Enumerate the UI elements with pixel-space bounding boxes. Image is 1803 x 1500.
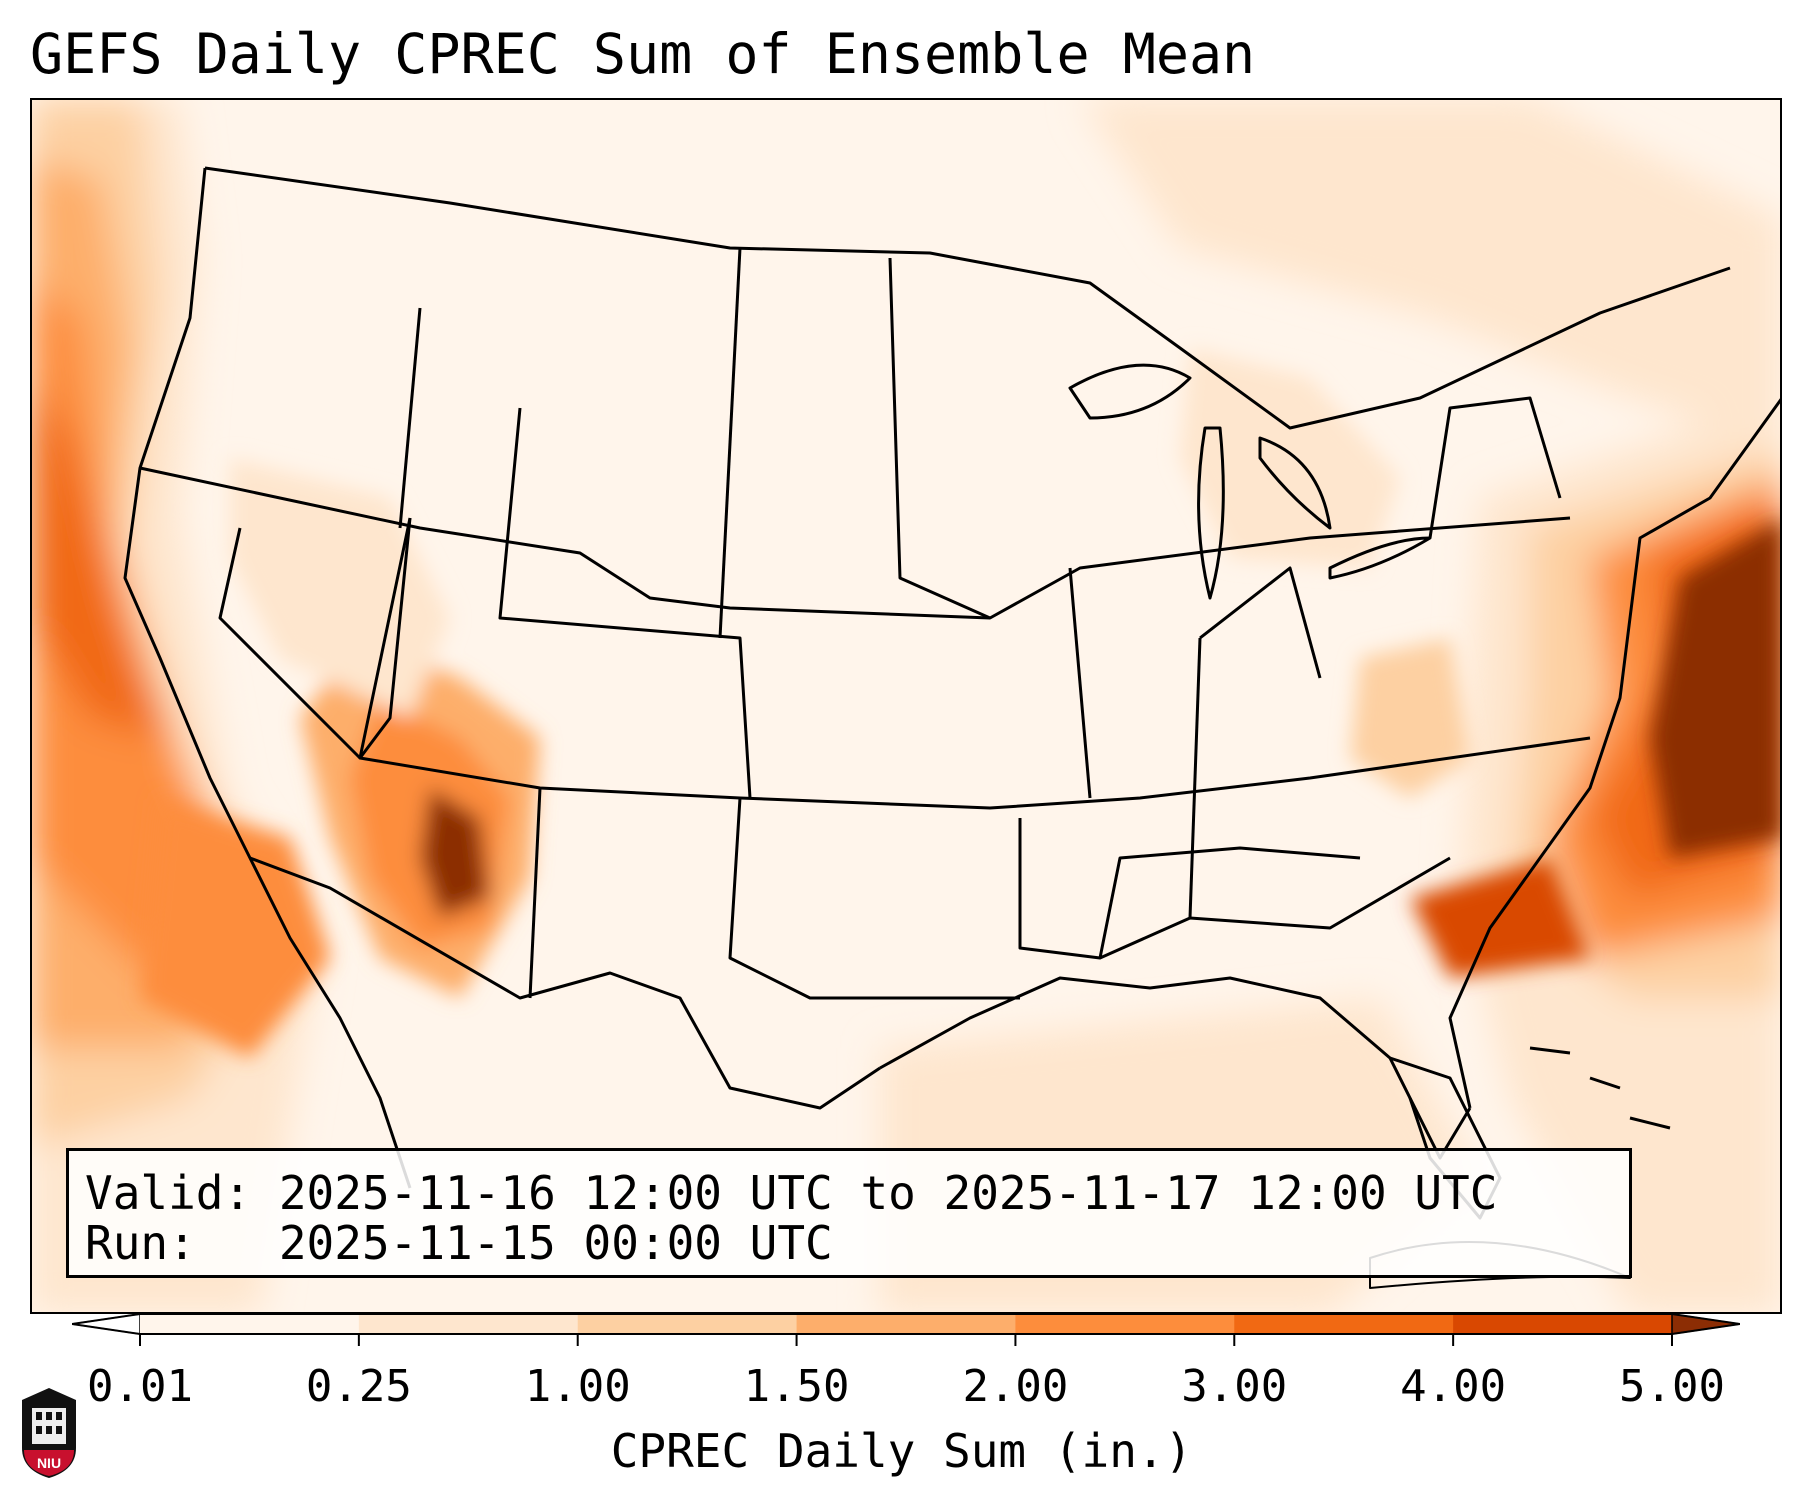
valid-time-text: Valid: 2025-11-16 12:00 UTC to 2025-11-1… <box>85 1166 1498 1220</box>
niu-logo-text: NIU <box>37 1455 61 1471</box>
colorbar-segment <box>577 1314 798 1334</box>
colorbar-segment <box>1234 1314 1454 1334</box>
colorbar-segment <box>1453 1314 1673 1334</box>
colorbar-extend-high <box>1671 1313 1741 1335</box>
colorbar-tick-label: 0.01 <box>87 1361 193 1412</box>
colorbar-tick-label: 1.00 <box>524 1361 631 1412</box>
colorbar-tick-label: 5.00 <box>1619 1361 1725 1412</box>
colorbar-tick-label: 3.00 <box>1181 1361 1288 1412</box>
colorbar-tick-label: 0.25 <box>305 1361 412 1412</box>
colorbar-label: CPREC Daily Sum (in.) <box>610 1424 1193 1478</box>
colorbar-segment <box>358 1314 579 1334</box>
colorbar-extend-low <box>71 1313 141 1335</box>
niu-logo: NIU <box>20 1386 78 1480</box>
colorbar-tick-label: 1.50 <box>743 1361 850 1412</box>
political-boundaries <box>123 166 1782 1289</box>
run-time-text: Run: 2025-11-15 00:00 UTC <box>85 1216 833 1270</box>
valid-run-info-box: Valid: 2025-11-16 12:00 UTC to 2025-11-1… <box>66 1148 1632 1278</box>
colorbar <box>71 1310 1741 1360</box>
colorbar-segment <box>796 1314 1016 1334</box>
colorbar-tick-label: 4.00 <box>1400 1361 1507 1412</box>
colorbar-segment <box>1015 1314 1235 1334</box>
map-title: GEFS Daily CPREC Sum of Ensemble Mean <box>30 22 1256 86</box>
precip-map <box>30 98 1782 1314</box>
colorbar-tick-label: 2.00 <box>962 1361 1069 1412</box>
colorbar-segment <box>140 1314 360 1334</box>
